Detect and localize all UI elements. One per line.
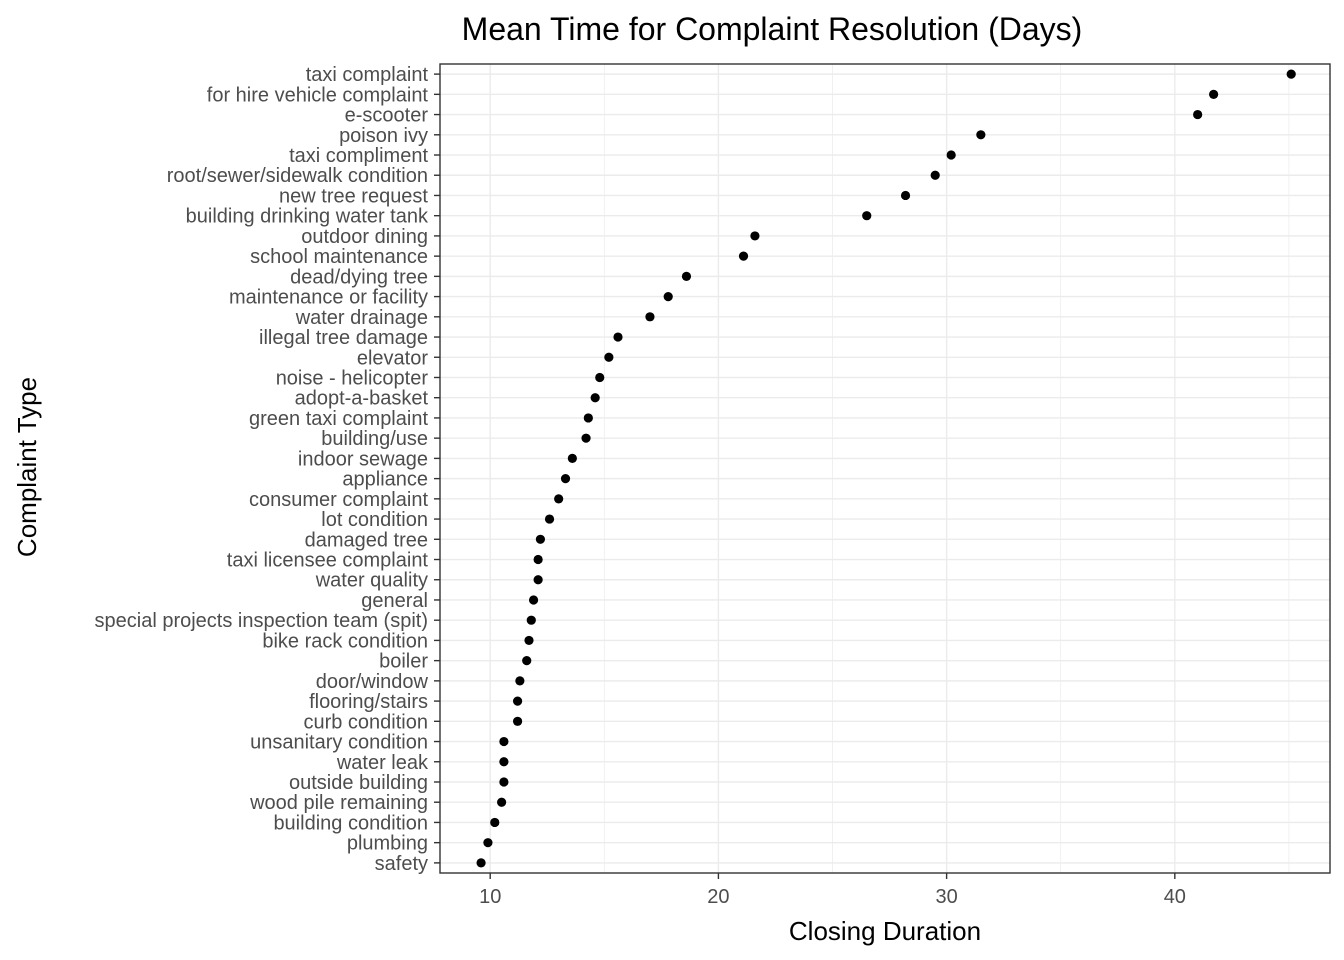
panel-border <box>439 63 1331 874</box>
data-point <box>499 777 509 787</box>
data-point <box>490 817 500 828</box>
y-tick-label: appliance <box>342 469 428 491</box>
data-point <box>535 534 546 544</box>
y-tick-label: boiler <box>379 651 428 673</box>
data-point <box>522 656 532 666</box>
y-tick-label: building condition <box>273 812 428 834</box>
y-tick-label: indoor sewage <box>298 448 428 470</box>
y-tick-label: bike rack condition <box>262 630 428 652</box>
data-point <box>560 474 571 484</box>
data-point <box>1209 89 1219 99</box>
data-point <box>595 372 605 383</box>
y-tick-label: poison ivy <box>339 125 428 147</box>
y-tick-label: taxi licensee complaint <box>227 550 429 572</box>
y-tick-label: water quality <box>315 570 428 592</box>
y-tick-label: dead/dying tree <box>290 266 428 288</box>
y-tick-label: curb condition <box>303 711 428 733</box>
y-tick-label: damaged tree <box>305 529 428 551</box>
x-tick-label: 10 <box>479 886 501 908</box>
x-tick-label: 20 <box>707 886 729 908</box>
data-point <box>567 453 577 463</box>
y-tick-label: maintenance or facility <box>229 287 428 309</box>
data-point <box>554 494 564 504</box>
y-tick-label: adopt-a-basket <box>295 388 429 410</box>
y-tick-label: general <box>361 590 428 612</box>
data-point <box>499 736 509 747</box>
data-point <box>544 514 555 524</box>
data-point <box>512 696 523 706</box>
data-point <box>663 291 673 302</box>
data-point <box>499 757 509 767</box>
x-tick-label: 40 <box>1164 886 1186 908</box>
y-tick-label: plumbing <box>347 833 428 855</box>
data-point <box>1193 109 1203 120</box>
data-point <box>524 635 534 646</box>
y-tick-label: for hire vehicle complaint <box>207 84 429 106</box>
data-point <box>512 716 523 726</box>
y-tick-label: consumer complaint <box>249 489 428 511</box>
data-point <box>976 130 986 140</box>
y-tick-label: flooring/stairs <box>309 691 428 713</box>
data-point <box>515 676 525 686</box>
y-tick-label: root/sewer/sidewalk condition <box>167 165 428 187</box>
y-tick-label: taxi compliment <box>289 145 428 167</box>
data-point <box>862 211 872 221</box>
data-point <box>476 858 486 868</box>
y-tick-label: outdoor dining <box>301 226 428 248</box>
y-tick-label: illegal tree damage <box>259 327 428 349</box>
data-point <box>681 271 692 281</box>
y-tick-label: e-scooter <box>345 105 429 127</box>
y-tick-label: school maintenance <box>250 246 428 268</box>
y-tick-label: green taxi complaint <box>249 408 428 430</box>
data-point <box>583 413 593 423</box>
x-tick-label: 30 <box>935 886 957 908</box>
data-point <box>645 312 655 322</box>
y-tick-label: elevator <box>357 347 428 369</box>
y-tick-label: building/use <box>321 428 428 450</box>
y-tick-label: safety <box>375 853 428 875</box>
chart-title: Mean Time for Complaint Resolution (Days… <box>462 11 1083 47</box>
x-axis-title: Closing Duration <box>789 916 981 946</box>
data-point <box>533 554 543 565</box>
data-point <box>497 797 507 807</box>
data-point <box>738 251 749 261</box>
y-tick-label: taxi complaint <box>306 64 429 86</box>
y-tick-label: door/window <box>316 671 429 693</box>
data-point <box>930 170 940 180</box>
data-point <box>526 615 536 625</box>
data-point <box>613 332 623 342</box>
data-point <box>604 352 614 362</box>
y-tick-label: outside building <box>289 772 428 794</box>
data-point <box>581 433 591 443</box>
y-tick-label: lot condition <box>321 509 428 531</box>
y-tick-label: special projects inspection team (spit) <box>95 610 428 632</box>
y-axis-title: Complaint Type <box>12 377 42 557</box>
data-point <box>750 231 760 241</box>
y-tick-label: noise - helicopter <box>276 367 429 389</box>
y-tick-label: new tree request <box>279 185 428 207</box>
y-tick-label: water drainage <box>295 307 428 329</box>
y-tick-label: wood pile remaining <box>249 792 428 814</box>
data-point <box>590 393 600 403</box>
data-point <box>900 190 911 201</box>
y-tick-label: water leak <box>336 752 429 774</box>
data-point <box>946 150 956 160</box>
y-tick-label: unsanitary condition <box>250 732 428 754</box>
data-point <box>533 575 543 585</box>
y-tick-label: building drinking water tank <box>186 206 429 228</box>
data-point <box>483 838 493 848</box>
data-point <box>1286 69 1296 79</box>
data-point <box>528 595 539 605</box>
